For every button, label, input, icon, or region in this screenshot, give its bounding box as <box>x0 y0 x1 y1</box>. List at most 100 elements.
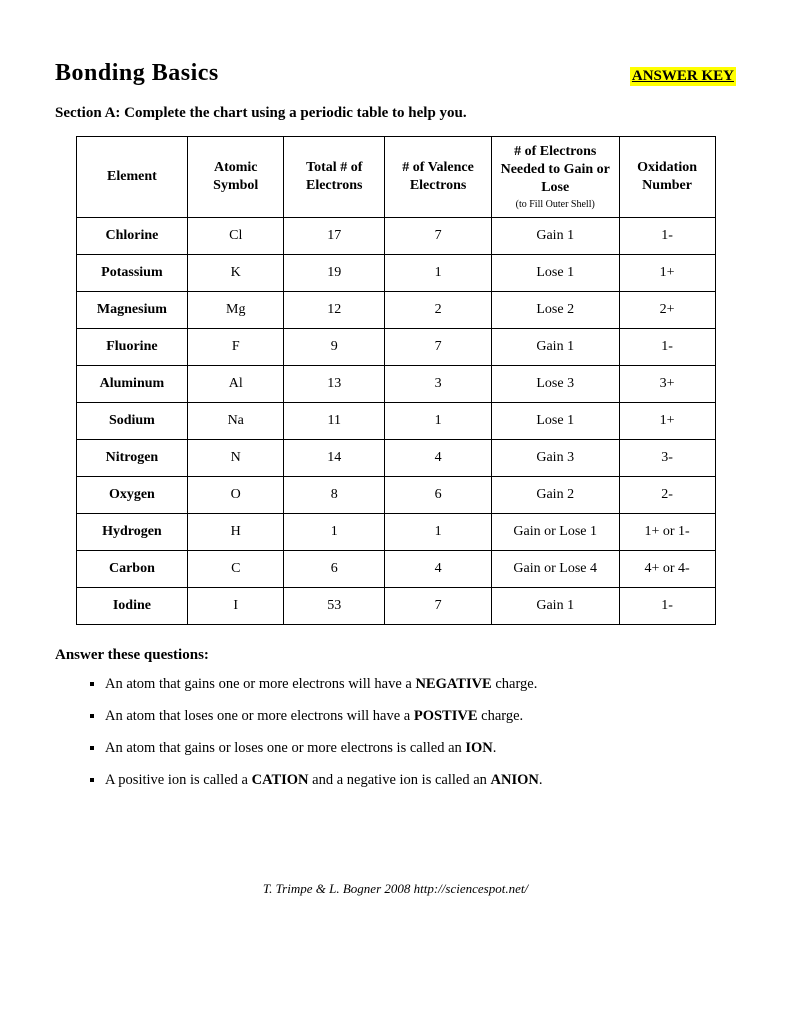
table-cell: K <box>188 254 284 291</box>
question-pre: An atom that gains one or more electrons… <box>105 676 415 692</box>
table-cell: Gain or Lose 1 <box>491 513 619 550</box>
table-cell: 1 <box>284 513 385 550</box>
footer: T. Trimpe & L. Bogner 2008 http://scienc… <box>55 881 736 897</box>
col-gainlose: # of Electrons Needed to Gain or Lose (t… <box>491 137 619 218</box>
table-cell: 1- <box>619 587 715 624</box>
table-cell: Cl <box>188 217 284 254</box>
question-pre: A positive ion is called a <box>105 772 252 788</box>
question-item: An atom that gains or loses one or more … <box>105 738 736 758</box>
answer-key-badge: ANSWER KEY <box>630 67 736 86</box>
table-cell: 12 <box>284 291 385 328</box>
section-a-heading: Section A: Complete the chart using a pe… <box>55 105 736 122</box>
col-total: Total # of Electrons <box>284 137 385 218</box>
table-cell: Na <box>188 402 284 439</box>
table-cell: 1+ <box>619 254 715 291</box>
table-cell: 6 <box>385 476 492 513</box>
question-item: An atom that gains one or more electrons… <box>105 674 736 694</box>
table-cell: Lose 2 <box>491 291 619 328</box>
table-cell: Oxygen <box>76 476 188 513</box>
table-body: ChlorineCl177Gain 11-PotassiumK191Lose 1… <box>76 217 715 624</box>
header-row: Bonding Basics ANSWER KEY <box>55 60 736 87</box>
table-cell: 17 <box>284 217 385 254</box>
question-post: charge. <box>492 676 538 692</box>
questions-heading: Answer these questions: <box>55 647 736 664</box>
col-element: Element <box>76 137 188 218</box>
table-cell: 2 <box>385 291 492 328</box>
table-cell: Potassium <box>76 254 188 291</box>
table-cell: Fluorine <box>76 328 188 365</box>
question-bold: NEGATIVE <box>415 676 491 692</box>
table-row: SodiumNa111Lose 11+ <box>76 402 715 439</box>
table-cell: 4+ or 4- <box>619 550 715 587</box>
table-row: MagnesiumMg122Lose 22+ <box>76 291 715 328</box>
table-cell: N <box>188 439 284 476</box>
table-cell: 3- <box>619 439 715 476</box>
table-cell: 1+ or 1- <box>619 513 715 550</box>
table-cell: Magnesium <box>76 291 188 328</box>
question-bold2: ANION <box>491 772 539 788</box>
table-cell: Gain 2 <box>491 476 619 513</box>
table-cell: 2- <box>619 476 715 513</box>
question-item: A positive ion is called a CATION and a … <box>105 770 736 790</box>
table-cell: 7 <box>385 328 492 365</box>
table-cell: 11 <box>284 402 385 439</box>
col-symbol: Atomic Symbol <box>188 137 284 218</box>
col-ox: Oxidation Number <box>619 137 715 218</box>
table-row: IodineI537Gain 11- <box>76 587 715 624</box>
table-cell: 13 <box>284 365 385 402</box>
table-row: ChlorineCl177Gain 11- <box>76 217 715 254</box>
table-row: HydrogenH11Gain or Lose 11+ or 1- <box>76 513 715 550</box>
table-head: Element Atomic Symbol Total # of Electro… <box>76 137 715 218</box>
table-cell: 53 <box>284 587 385 624</box>
table-cell: 19 <box>284 254 385 291</box>
table-cell: Chlorine <box>76 217 188 254</box>
table-row: OxygenO86Gain 22- <box>76 476 715 513</box>
question-bold: POSTIVE <box>414 708 478 724</box>
table-cell: 1- <box>619 217 715 254</box>
table-cell: Gain or Lose 4 <box>491 550 619 587</box>
table-cell: Gain 1 <box>491 587 619 624</box>
table-cell: Gain 3 <box>491 439 619 476</box>
table-cell: 6 <box>284 550 385 587</box>
table-cell: 1- <box>619 328 715 365</box>
table-cell: 1 <box>385 513 492 550</box>
table-row: NitrogenN144Gain 33- <box>76 439 715 476</box>
table-cell: 3+ <box>619 365 715 402</box>
col-gainlose-label: # of Electrons Needed to Gain or Lose <box>501 144 610 195</box>
page-title: Bonding Basics <box>55 60 219 87</box>
table-header-row: Element Atomic Symbol Total # of Electro… <box>76 137 715 218</box>
table-cell: 1+ <box>619 402 715 439</box>
question-pre: An atom that loses one or more electrons… <box>105 708 414 724</box>
table-cell: O <box>188 476 284 513</box>
table-cell: Nitrogen <box>76 439 188 476</box>
table-cell: Aluminum <box>76 365 188 402</box>
table-cell: Lose 3 <box>491 365 619 402</box>
table-row: AluminumAl133Lose 33+ <box>76 365 715 402</box>
table-cell: 14 <box>284 439 385 476</box>
questions-list: An atom that gains one or more electrons… <box>55 674 736 791</box>
table-cell: Lose 1 <box>491 254 619 291</box>
table-cell: Al <box>188 365 284 402</box>
table-cell: Hydrogen <box>76 513 188 550</box>
table-cell: I <box>188 587 284 624</box>
table-cell: F <box>188 328 284 365</box>
table-cell: 2+ <box>619 291 715 328</box>
table-cell: 8 <box>284 476 385 513</box>
table-cell: Carbon <box>76 550 188 587</box>
table-row: PotassiumK191Lose 11+ <box>76 254 715 291</box>
question-post: . <box>493 740 497 756</box>
table-cell: 3 <box>385 365 492 402</box>
question-mid: and a negative ion is called an <box>309 772 491 788</box>
table-cell: 7 <box>385 587 492 624</box>
table-row: FluorineF97Gain 11- <box>76 328 715 365</box>
table-row: CarbonC64Gain or Lose 44+ or 4- <box>76 550 715 587</box>
table-cell: H <box>188 513 284 550</box>
table-cell: 1 <box>385 402 492 439</box>
table-cell: Gain 1 <box>491 217 619 254</box>
question-item: An atom that loses one or more electrons… <box>105 706 736 726</box>
question-pre: An atom that gains or loses one or more … <box>105 740 465 756</box>
col-gainlose-sub: (to Fill Outer Shell) <box>496 198 615 211</box>
table-cell: Lose 1 <box>491 402 619 439</box>
periodic-table: Element Atomic Symbol Total # of Electro… <box>76 136 716 625</box>
table-cell: 7 <box>385 217 492 254</box>
